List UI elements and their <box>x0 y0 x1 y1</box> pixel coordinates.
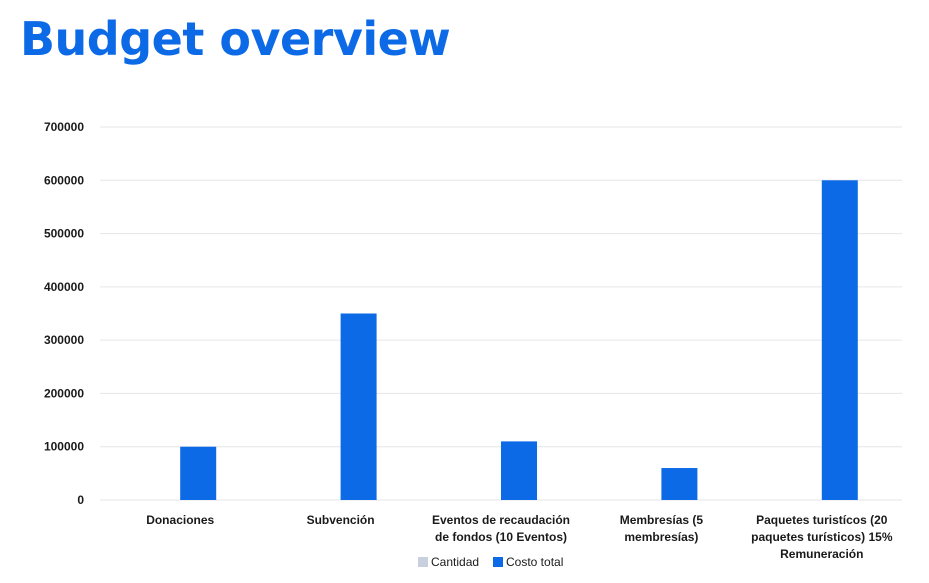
x-category-label-line: Donaciones <box>146 513 214 527</box>
y-tick-label: 600000 <box>44 173 84 187</box>
x-category-label: Membresías (5 membresías) <box>620 513 704 544</box>
y-tick-label: 200000 <box>44 386 84 400</box>
y-tick-label: 500000 <box>44 227 84 241</box>
y-tick-label: 0 <box>77 493 84 507</box>
x-category-label-line: paquetes turísticos) 15% <box>751 530 893 544</box>
bar-costo-total <box>661 468 697 500</box>
x-category-label: Eventos de recaudación de fondos (10 Even… <box>432 513 570 544</box>
y-tick-label: 400000 <box>44 280 84 294</box>
x-category-label-line: Subvención <box>307 513 375 527</box>
x-category-label: Donaciones <box>146 513 214 527</box>
x-category-label-line: membresías) <box>624 530 698 544</box>
y-tick-label: 300000 <box>44 333 84 347</box>
legend-label-cantidad: Cantidad <box>431 555 479 569</box>
y-tick-label: 700000 <box>44 120 84 134</box>
legend-swatch-costo-total <box>493 557 503 567</box>
x-category-label: Paquetes turistícos (20 paquetes turístic… <box>751 513 893 561</box>
y-tick-label: 100000 <box>44 440 84 454</box>
x-category-label-line: Membresías (5 <box>620 513 704 527</box>
x-category-label-line: de fondos (10 Eventos) <box>435 530 567 544</box>
bar-costo-total <box>501 441 537 500</box>
x-category-label-line: Remuneración <box>780 547 863 561</box>
x-category-label: Subvención <box>307 513 375 527</box>
legend-swatch-cantidad <box>418 557 428 567</box>
legend-label-costo-total: Costo total <box>506 555 563 569</box>
x-category-label-line: Paquetes turistícos (20 <box>756 513 888 527</box>
bar-costo-total <box>822 180 858 500</box>
x-category-label-line: Eventos de recaudación <box>432 513 570 527</box>
bar-costo-total <box>180 447 216 500</box>
bar-costo-total <box>341 314 377 501</box>
